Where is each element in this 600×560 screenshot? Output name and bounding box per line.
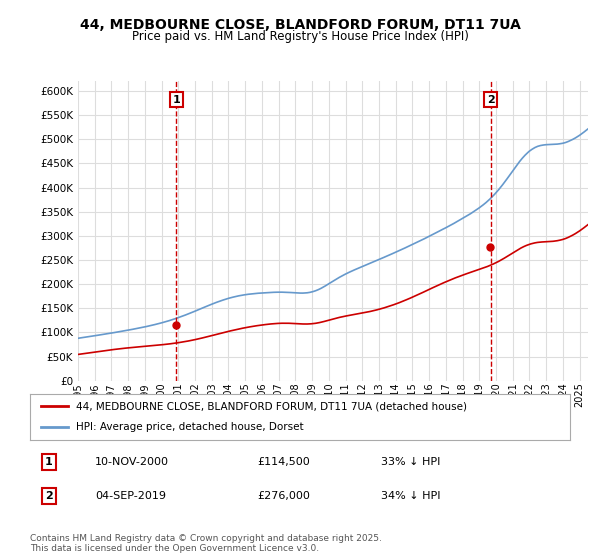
Text: 2: 2	[45, 491, 53, 501]
Text: 1: 1	[45, 457, 53, 467]
Text: Price paid vs. HM Land Registry's House Price Index (HPI): Price paid vs. HM Land Registry's House …	[131, 30, 469, 43]
Text: 04-SEP-2019: 04-SEP-2019	[95, 491, 166, 501]
Text: £276,000: £276,000	[257, 491, 310, 501]
Text: 33% ↓ HPI: 33% ↓ HPI	[381, 457, 440, 467]
Text: £114,500: £114,500	[257, 457, 310, 467]
Text: 44, MEDBOURNE CLOSE, BLANDFORD FORUM, DT11 7UA: 44, MEDBOURNE CLOSE, BLANDFORD FORUM, DT…	[80, 18, 520, 32]
Text: 34% ↓ HPI: 34% ↓ HPI	[381, 491, 440, 501]
Text: 44, MEDBOURNE CLOSE, BLANDFORD FORUM, DT11 7UA (detached house): 44, MEDBOURNE CLOSE, BLANDFORD FORUM, DT…	[76, 401, 467, 411]
Text: HPI: Average price, detached house, Dorset: HPI: Average price, detached house, Dors…	[76, 422, 304, 432]
Text: Contains HM Land Registry data © Crown copyright and database right 2025.
This d: Contains HM Land Registry data © Crown c…	[30, 534, 382, 553]
Text: 1: 1	[172, 95, 180, 105]
Text: 2: 2	[487, 95, 494, 105]
Text: 10-NOV-2000: 10-NOV-2000	[95, 457, 169, 467]
